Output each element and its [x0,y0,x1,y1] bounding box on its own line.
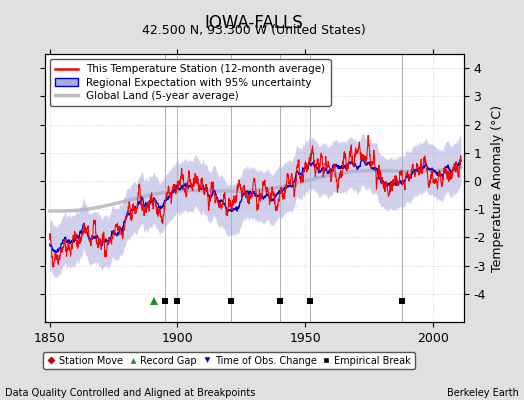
Text: 42.500 N, 93.300 W (United States): 42.500 N, 93.300 W (United States) [142,24,366,37]
Y-axis label: Temperature Anomaly (°C): Temperature Anomaly (°C) [492,104,505,272]
Text: IOWA-FALLS: IOWA-FALLS [205,14,303,32]
Text: Berkeley Earth: Berkeley Earth [447,388,519,398]
Legend: Station Move, Record Gap, Time of Obs. Change, Empirical Break: Station Move, Record Gap, Time of Obs. C… [43,352,414,369]
Text: Data Quality Controlled and Aligned at Breakpoints: Data Quality Controlled and Aligned at B… [5,388,256,398]
